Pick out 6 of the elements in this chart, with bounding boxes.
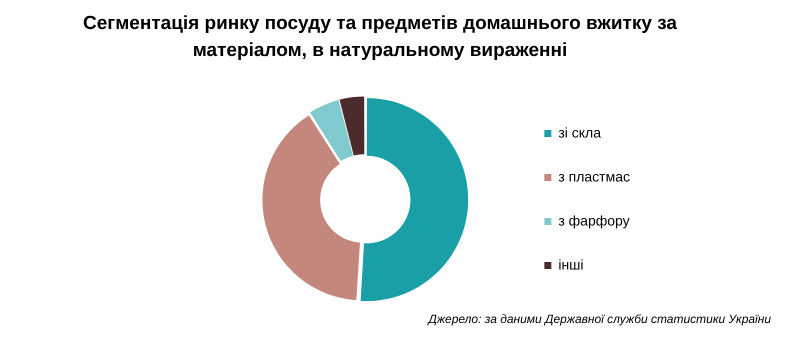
legend-label: з фарфору (558, 212, 630, 228)
chart-title: Сегментація ринку посуду та предметів домашнього вжитку за матеріалом, в натуральному вираженні (82, 12, 678, 63)
legend-label: з пластмас (558, 168, 630, 184)
legend-label: інші (558, 256, 584, 272)
text: Джерело: за даними Державної служби статистики України (428, 312, 771, 326)
legend-label: зі скла (558, 124, 602, 140)
